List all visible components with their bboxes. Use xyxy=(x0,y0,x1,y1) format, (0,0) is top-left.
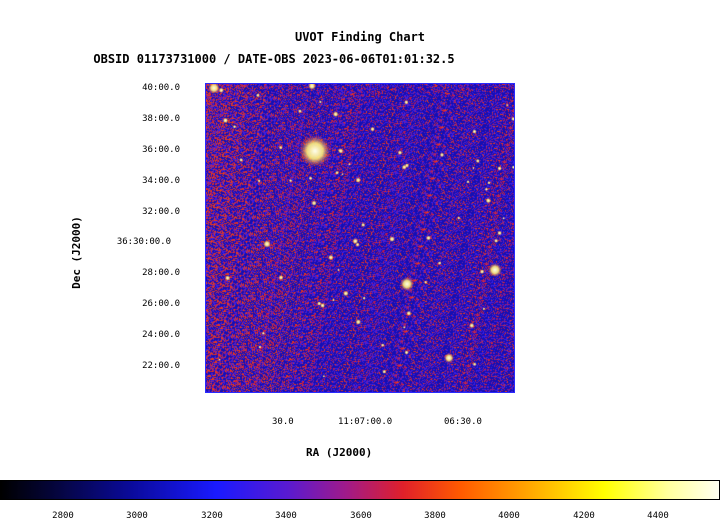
colorbar-tick-label: 2800 xyxy=(52,511,74,521)
dec-tick-label: 28:00.0 xyxy=(142,268,180,278)
dec-tick-label: 24:00.0 xyxy=(142,330,180,340)
x-axis-title: RA (J2000) xyxy=(306,446,373,459)
colorbar-tick-label: 3200 xyxy=(201,511,223,521)
colorbar-tick-label: 3600 xyxy=(350,511,372,521)
dec-tick-label: 36:00.0 xyxy=(142,145,180,155)
colorbar xyxy=(0,480,720,500)
chart-title: UVOT Finding Chart xyxy=(294,30,426,44)
dec-tick-label: 36:30:00.0 xyxy=(116,237,171,247)
colorbar-tick-label: 4000 xyxy=(498,511,520,521)
dec-tick-label: 26:00.0 xyxy=(142,299,180,309)
sky-image xyxy=(205,83,515,393)
dec-tick-label: 38:00.0 xyxy=(142,114,180,124)
ra-tick-label: 30.0 xyxy=(272,417,294,427)
ra-tick-label: 11:07:00.0 xyxy=(338,417,393,427)
ra-tick-label: 06:30.0 xyxy=(444,417,482,427)
y-axis-title: Dec (J2000) xyxy=(69,216,83,289)
dec-tick-label: 40:00.0 xyxy=(142,83,180,93)
colorbar-tick-label: 4400 xyxy=(647,511,669,521)
chart-subtitle: OBSID 01173731000 / DATE-OBS 2023-06-06T… xyxy=(93,52,455,66)
colorbar-tick-label: 3800 xyxy=(424,511,446,521)
colorbar-tick-label: 3400 xyxy=(275,511,297,521)
dec-tick-label: 34:00.0 xyxy=(142,176,180,186)
dec-tick-label: 32:00.0 xyxy=(142,207,180,217)
colorbar-tick-label: 3000 xyxy=(126,511,148,521)
dec-tick-label: 22:00.0 xyxy=(142,361,180,371)
colorbar-tick-label: 4200 xyxy=(573,511,595,521)
sky-image-canvas xyxy=(206,84,514,392)
